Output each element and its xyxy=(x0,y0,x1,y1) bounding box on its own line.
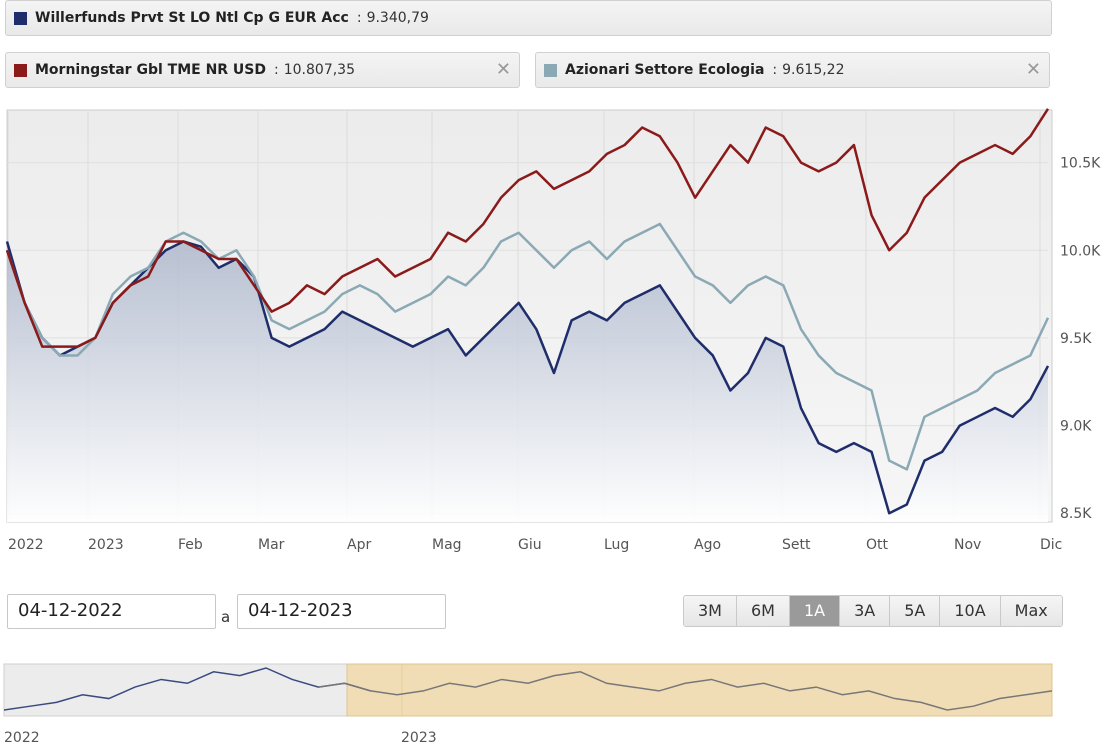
legend-separator: : xyxy=(356,10,362,26)
x-tick-label: Lug xyxy=(604,537,629,553)
series-area-fund xyxy=(7,241,1048,522)
legend-value: 10.807,35 xyxy=(283,62,355,78)
legend-item-benchmark[interactable]: Morningstar Gbl TME NR USD : 10.807,35 ✕ xyxy=(5,52,520,88)
legend-item-category[interactable]: Azionari Settore Ecologia : 9.615,22 ✕ xyxy=(535,52,1050,88)
x-tick-label: Ott xyxy=(866,537,889,553)
range-selector: 3M 6M 1A 3A 5A 10A Max xyxy=(683,595,1063,627)
x-tick-label: 2022 xyxy=(8,537,44,553)
series-line-benchmark xyxy=(5,108,1050,348)
x-tick-label: Giu xyxy=(518,537,542,553)
range-button-max[interactable]: Max xyxy=(1000,596,1062,626)
x-axis: 2022 2023 Feb Mar Apr Mag Giu Lug Ago Sett Ott Nov D… xyxy=(8,537,1062,553)
series-layer xyxy=(5,108,1050,522)
x-tick-label: Ago xyxy=(694,537,721,553)
navigator-series xyxy=(3,667,1053,711)
legend-separator: : xyxy=(772,62,778,78)
x-tick-label: Mag xyxy=(432,537,462,553)
navigator-line-past xyxy=(3,667,372,711)
y-tick-label: 10.0K xyxy=(1060,243,1101,259)
navigator[interactable]: 2022 2023 xyxy=(0,660,1110,747)
legend-value: 9.340,79 xyxy=(366,10,429,26)
range-button-1a[interactable]: 1A xyxy=(789,596,841,626)
legend-swatch xyxy=(14,11,27,25)
series-line-category xyxy=(5,222,1050,471)
y-tick-label: 8.5K xyxy=(1060,506,1092,522)
legend-value: 9.615,22 xyxy=(782,62,845,78)
x-tick-label: Mar xyxy=(258,537,285,553)
y-tick-label: 10.5K xyxy=(1060,156,1101,172)
navigator-selection[interactable] xyxy=(346,663,1053,717)
range-button-6m[interactable]: 6M xyxy=(736,596,790,626)
x-tick-label: Nov xyxy=(954,537,981,553)
x-tick-label: 2023 xyxy=(88,537,124,553)
legend-name: Morningstar Gbl TME NR USD xyxy=(35,62,267,78)
range-button-3m[interactable]: 3M xyxy=(684,596,737,626)
legend-item-fund[interactable]: Willerfunds Prvt St LO Ntl Cp G EUR Acc … xyxy=(5,0,1052,36)
close-icon[interactable]: ✕ xyxy=(495,59,511,80)
navigator-label-2022: 2022 xyxy=(4,730,40,746)
y-tick-label: 9.0K xyxy=(1060,419,1092,435)
price-chart[interactable]: 2022 2023 Feb Mar Apr Mag Giu Lug Ago Sett Ott Nov D… xyxy=(0,100,1110,560)
date-range-separator: a xyxy=(221,608,231,626)
navigator-line-selected xyxy=(318,671,1053,711)
x-tick-label: Dic xyxy=(1040,537,1062,553)
range-button-10a[interactable]: 10A xyxy=(940,596,1001,626)
legend-separator: : xyxy=(274,62,279,78)
legend-swatch xyxy=(14,63,27,77)
date-to-input[interactable]: 04-12-2023 xyxy=(237,594,446,629)
series-line-fund xyxy=(5,240,1050,515)
close-icon[interactable]: ✕ xyxy=(1025,59,1041,80)
x-tick-label: Sett xyxy=(782,537,811,553)
y-tick-label: 9.5K xyxy=(1060,331,1092,347)
date-from-input[interactable]: 04-12-2022 xyxy=(7,594,216,629)
legend-name: Willerfunds Prvt St LO Ntl Cp G EUR Acc xyxy=(35,10,349,26)
legend-name: Azionari Settore Ecologia xyxy=(565,62,765,78)
x-tick-label: Apr xyxy=(347,537,371,553)
navigator-label-2023: 2023 xyxy=(401,730,437,746)
y-axis: 8.5K 9.0K 9.5K 10.0K 10.5K xyxy=(1060,156,1101,523)
x-tick-label: Feb xyxy=(178,537,203,553)
range-button-5a[interactable]: 5A xyxy=(890,596,941,626)
legend-swatch xyxy=(544,63,557,77)
range-button-3a[interactable]: 3A xyxy=(840,596,891,626)
